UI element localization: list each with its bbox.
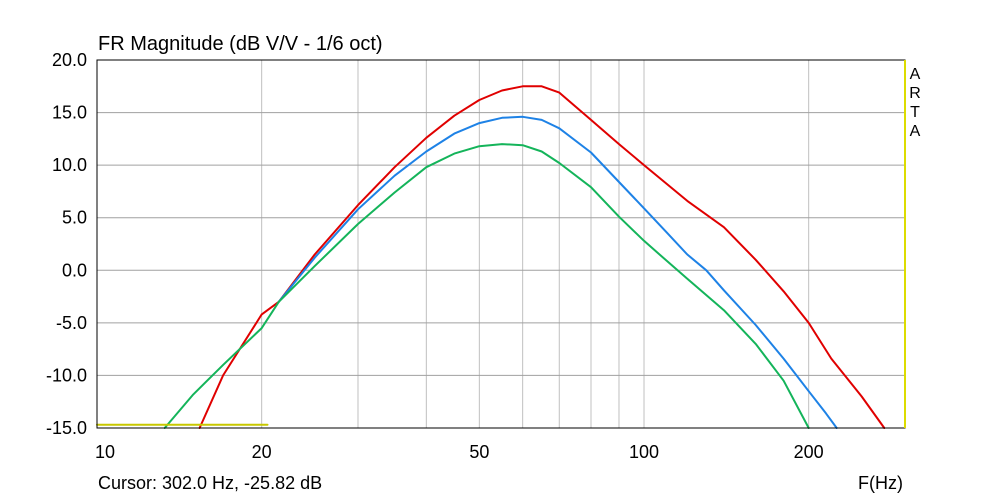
- chart-title: FR Magnitude (dB V/V - 1/6 oct): [98, 33, 383, 55]
- series-line-3: [163, 143, 810, 429]
- y-tick-label: -5.0: [56, 313, 87, 333]
- cursor-readout: Cursor: 302.0 Hz, -25.82 dB: [98, 473, 322, 493]
- x-tick-label: 100: [629, 442, 659, 462]
- watermark-letter: A: [910, 123, 921, 140]
- x-tick-label: 20: [252, 442, 272, 462]
- x-tick-label: 10: [95, 442, 115, 462]
- series-line-2: [277, 115, 838, 429]
- gridlines: [97, 60, 905, 428]
- y-tick-label: 15.0: [52, 103, 87, 123]
- y-tick-label: 10.0: [52, 155, 87, 175]
- x-tick-label: 200: [794, 442, 824, 462]
- series-line-1: [198, 85, 886, 429]
- x-tick-label: 50: [469, 442, 489, 462]
- y-tick-label: 5.0: [62, 208, 87, 228]
- y-tick-label: 20.0: [52, 50, 87, 70]
- watermark-letter: R: [909, 85, 921, 102]
- y-tick-label: -15.0: [46, 418, 87, 438]
- x-axis-unit: F(Hz): [858, 473, 903, 493]
- watermark-letter: T: [910, 104, 920, 121]
- watermark-letter: A: [910, 66, 921, 83]
- y-axis-ticks: 20.0 15.0 10.0 5.0 0.0 -5.0 -10.0 -15.0: [46, 50, 87, 438]
- series-lines: [96, 85, 886, 429]
- y-tick-label: 0.0: [62, 260, 87, 280]
- y-tick-label: -10.0: [46, 365, 87, 385]
- x-axis-ticks: 10 20 50 100 200: [95, 442, 824, 462]
